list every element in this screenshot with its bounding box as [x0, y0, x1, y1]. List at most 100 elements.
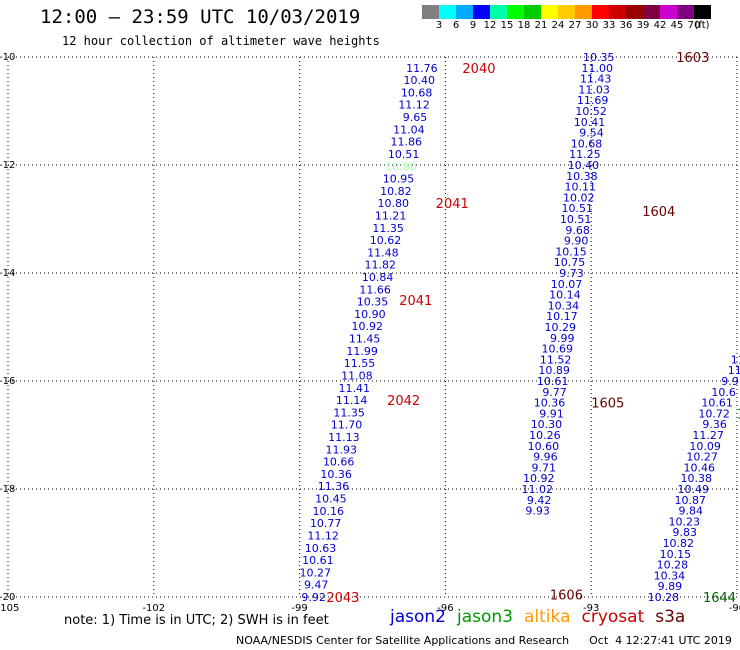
wave-height-value: 9.47 — [304, 579, 329, 592]
wave-height-value: 10.49 — [677, 483, 709, 496]
pass-time-label: 1605 — [591, 397, 624, 412]
wave-height-value: 10.15 — [555, 245, 587, 258]
wave-height-value: 10.6 — [711, 386, 736, 399]
wave-height-value: 10.38 — [566, 170, 598, 183]
color-swatch — [422, 5, 439, 19]
wave-height-value: 11.66 — [359, 283, 391, 296]
wave-height-value: 11.21 — [375, 209, 407, 222]
wave-height-value: 10.84 — [362, 271, 394, 284]
wave-height-value: 11.12 — [307, 529, 339, 542]
pass-time-label: 2042 — [387, 394, 420, 409]
wave-height-value: 10.34 — [654, 569, 686, 582]
wave-height-value: 11.70 — [331, 419, 363, 432]
color-scale-label: 18 — [517, 20, 531, 31]
wave-height-value: 11.82 — [365, 259, 397, 272]
wave-height-value: 10.61 — [302, 554, 334, 567]
wave-height-value: 11.41 — [339, 382, 371, 395]
color-scale-label: 30 — [585, 20, 599, 31]
wave-height-value: 11.45 — [349, 333, 381, 346]
wave-height-value: 9.71 — [532, 461, 557, 474]
wave-height-value: 11.55 — [344, 357, 376, 370]
color-scale-label: 15 — [500, 20, 514, 31]
pass-time-label: 2041 — [399, 294, 432, 309]
wave-height-value: 11.02 — [521, 483, 553, 496]
wave-height-value: 11.69 — [577, 94, 609, 107]
color-scale-label: 45 — [670, 20, 684, 31]
color-swatch — [643, 5, 660, 19]
color-swatch — [694, 5, 711, 19]
wave-height-value: 10.14 — [549, 289, 581, 302]
wave-height-value: 10.09 — [689, 440, 721, 453]
wave-height-value: 11.03 — [578, 83, 610, 96]
wave-height-value: 10.35 — [583, 51, 615, 64]
x-tick-label: -90 — [729, 603, 740, 614]
wave-height-value: 10.92 — [523, 472, 555, 485]
wave-height-value: 10.23 — [669, 515, 701, 528]
wave-height-value: 10.62 — [370, 234, 402, 247]
color-scale-label: 12 — [483, 20, 497, 31]
wave-height-value: 10.80 — [378, 197, 410, 210]
wave-height-value: 11.52 — [540, 353, 572, 366]
x-tick-label: -96 — [437, 603, 453, 614]
credit-text: NOAA/NESDIS Center for Satellite Applica… — [236, 634, 570, 647]
wave-height-value: 10.46 — [683, 461, 715, 474]
pass-time-label: 2040 — [462, 62, 495, 77]
wave-height-value: 11.48 — [367, 246, 399, 259]
wave-height-value: 11.13 — [328, 431, 360, 444]
wave-height-value: 9.93 — [525, 505, 550, 518]
pass-time-label: 1603 — [676, 51, 709, 66]
wave-height-value: 10.51 — [561, 202, 593, 215]
color-swatch — [456, 5, 473, 19]
wave-height-value: 10.68 — [401, 86, 433, 99]
x-tick-label: -105 — [0, 603, 19, 614]
wave-height-value: 9.99 — [550, 332, 575, 345]
color-scale-label: 3 — [435, 20, 443, 31]
satellite-tracks: 11.7610.4010.6811.129.6511.0411.8610.511… — [300, 51, 740, 604]
wave-height-value: 11.04 — [393, 123, 425, 136]
wave-height-value: 11.35 — [372, 222, 404, 235]
wave-height-value: 11.08 — [341, 369, 373, 382]
wave-height-value: 10.41 — [574, 116, 606, 129]
wave-height-value: 10.29 — [545, 321, 577, 334]
wave-height-value: 10.40 — [404, 74, 436, 87]
wave-height-value: 9.9 — [721, 375, 739, 388]
pass-time-label: 2043 — [326, 591, 359, 606]
wave-height-value: 10.77 — [310, 517, 342, 530]
satellite-legend-item: jason3 — [457, 607, 513, 627]
wave-height-value: 10.61 — [537, 375, 569, 388]
wave-height-value: 10.26 — [529, 429, 561, 442]
wave-height-value: 11 — [731, 353, 740, 366]
y-tick-label: -12 — [0, 160, 15, 171]
wave-height-value: 9.96 — [533, 451, 558, 464]
wave-height-value: 10.90 — [354, 308, 386, 321]
color-scale-bar — [422, 5, 711, 19]
wave-height-value: 10.75 — [554, 256, 586, 269]
color-swatch — [541, 5, 558, 19]
satellite-legend: jason2 jason3 altika cryosat s3a — [390, 607, 696, 627]
wave-height-value: 11.14 — [336, 394, 368, 407]
color-scale-label: 33 — [602, 20, 616, 31]
color-scale-label: 36 — [619, 20, 633, 31]
wave-height-value: 10.63 — [305, 542, 337, 555]
color-scale-label: 9 — [469, 20, 477, 31]
color-swatch — [626, 5, 643, 19]
wave-height-value: 11.12 — [398, 99, 430, 112]
credit-line: NOAA/NESDIS Center for Satellite Applica… — [236, 634, 732, 647]
wave-height-value: 10.72 — [698, 407, 730, 420]
pass-time-label: 1604 — [642, 205, 675, 220]
wave-height-value: 10.07 — [551, 278, 583, 291]
pass-time-labels: 2040 2041 2041 2042 2043 1603 1604 1605 1606 1644… — [326, 51, 740, 606]
color-swatch — [524, 5, 541, 19]
wave-height-value: 10.92 — [352, 320, 384, 333]
wave-height-value: 10.52 — [575, 105, 607, 118]
color-swatch — [677, 5, 694, 19]
wave-height-value: 10.28 — [657, 559, 689, 572]
wave-height-value: 10.51 — [560, 213, 592, 226]
wave-height-value: 10.82 — [380, 185, 412, 198]
wave-height-value: 10.27 — [686, 451, 718, 464]
color-swatch — [439, 5, 456, 19]
satellite-legend-item: s3a — [655, 607, 686, 627]
wave-height-value: 9.68 — [565, 224, 590, 237]
color-scale-label: 42 — [653, 20, 667, 31]
pass-time-label: 1644 — [703, 591, 736, 606]
